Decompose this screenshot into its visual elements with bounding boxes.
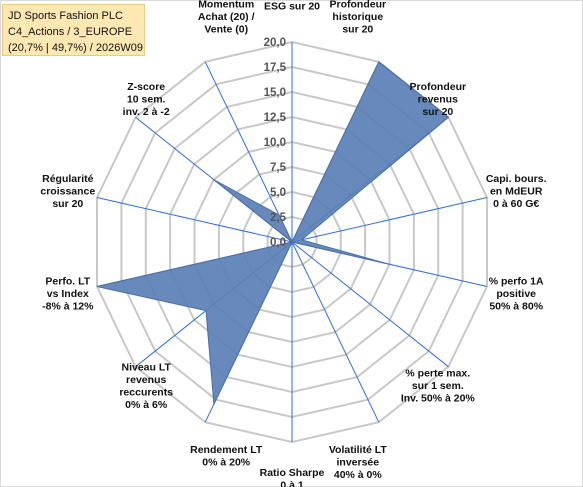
axis-label-line: sur 1 sem. [412,380,464,392]
axis-label-line: sur 20 [422,106,453,118]
axis-label: Capi. bours. en MdEUR 0 à 60 G€ [486,173,547,210]
axis-label-line: Z-score [127,81,165,93]
axis-label: Perfo. LT vs Index -8% à 12% [42,275,94,312]
axis-label: Volatilité LT inversée 40% à 0% [329,444,388,481]
axis-label: Z-score 10 sem. inv. 2 à -2 [123,81,170,118]
radial-tick-labels: 0,0 2,5 5,0 7,5 10,0 12,5 15,0 17,5 20,0 [264,37,287,249]
axis-label-line: Niveau LT [121,361,171,373]
stats-label: (20,7% | 49,7%) / 2026W09 [8,42,143,54]
radial-tick-label: 2,5 [270,212,287,224]
radial-tick-label: 17,5 [264,62,287,74]
axis-spoke [291,241,449,368]
axis-label: Profondeur revenus sur 20 [410,81,467,118]
axis-label: Rendement LT 0% à 20% [190,444,263,469]
axis-label-line: Perfo. LT [45,275,90,287]
axis-label: Régularité croissance sur 20 [40,173,95,210]
axis-label-line: 0 à 1 [280,480,304,487]
radial-tick-label: 7,5 [270,162,287,174]
radial-tick-label: 12,5 [264,112,287,124]
info-box: JD Sports Fashion PLC C4_Actions / 3_EUR… [2,4,145,56]
axis-label-line: Profondeur [330,0,387,10]
series-area [96,61,450,407]
axis-label-line: sur 20 [342,23,373,35]
radial-tick-label: 10,0 [264,137,286,149]
axis-label: % perfo 1A positive 50% à 80% [489,275,544,312]
axis-label-line: revenus [418,93,458,105]
axis-spoke [291,241,380,423]
axis-label: Momentum Achat (20) / Vente (0) [198,0,255,35]
axis-label: Niveau LT revenus reccurents 0% à 6% [119,361,173,411]
axis-label: % perte max. sur 1 sem. Inv. 50% à 20% [401,368,476,405]
axis-label-line: croissance [40,186,95,198]
axis-label-line: Capi. bours. [486,173,547,185]
radial-tick-label: 20,0 [264,37,286,49]
axis-label-line: vs Index [47,288,89,300]
axis-label: Profondeur historique sur 20 [330,0,387,35]
axis-label-line: inv. 2 à -2 [123,106,170,118]
axis-label-line: positive [496,288,536,300]
axis-label-line: reccurents [119,386,173,398]
axis-label-line: en MdEUR [490,186,543,198]
axis-label-line: Volatilité LT [329,444,388,456]
axis-spoke [204,61,293,243]
radial-tick-label: 0,0 [270,237,286,249]
radial-tick-label: 15,0 [264,87,286,99]
axis-spoke [96,197,293,243]
axis-label-line: Ratio Sharpe [260,467,325,479]
axis-label-line: 10 sem. [127,93,166,105]
axis-label-line: Momentum [198,0,254,10]
axis-label-line: % perfo 1A [489,275,544,287]
axis-label: Ratio Sharpe 0 à 1 [260,467,325,487]
axis-label-line: inversée [336,457,379,469]
axis-label-line: Achat (20) / [198,11,255,23]
axis-label-line: % perte max. [405,368,470,380]
axis-label-line: 0% à 20% [202,457,251,469]
axis-label-line: 40% à 0% [334,469,383,481]
radar-series [96,61,450,407]
axis-label-line: 50% à 80% [489,300,543,312]
axis-spoke [291,197,488,243]
axis-label-line: 0 à 60 G€ [493,198,539,210]
axis-label-line: Vente (0) [204,23,248,35]
axis-label-line: revenus [126,374,166,386]
axis-label: NoteESG sur 20 [264,0,320,13]
axis-label-line: sur 20 [52,198,83,210]
axis-label-line: Inv. 50% à 20% [401,393,476,405]
segment-label: C4_Actions / 3_EUROPE [8,26,133,38]
axis-label-line: Régularité [42,173,94,185]
radial-tick-label: 5,0 [270,187,286,199]
axis-label-line: ESG sur 20 [264,1,320,13]
axis-label-line: -8% à 12% [42,300,94,312]
axis-label-line: historique [332,11,383,23]
company-name: JD Sports Fashion PLC [8,10,123,22]
axis-label-line: 0% à 6% [125,399,168,411]
axis-label-line: Profondeur [410,81,467,93]
axis-label-line: Rendement LT [190,444,263,456]
